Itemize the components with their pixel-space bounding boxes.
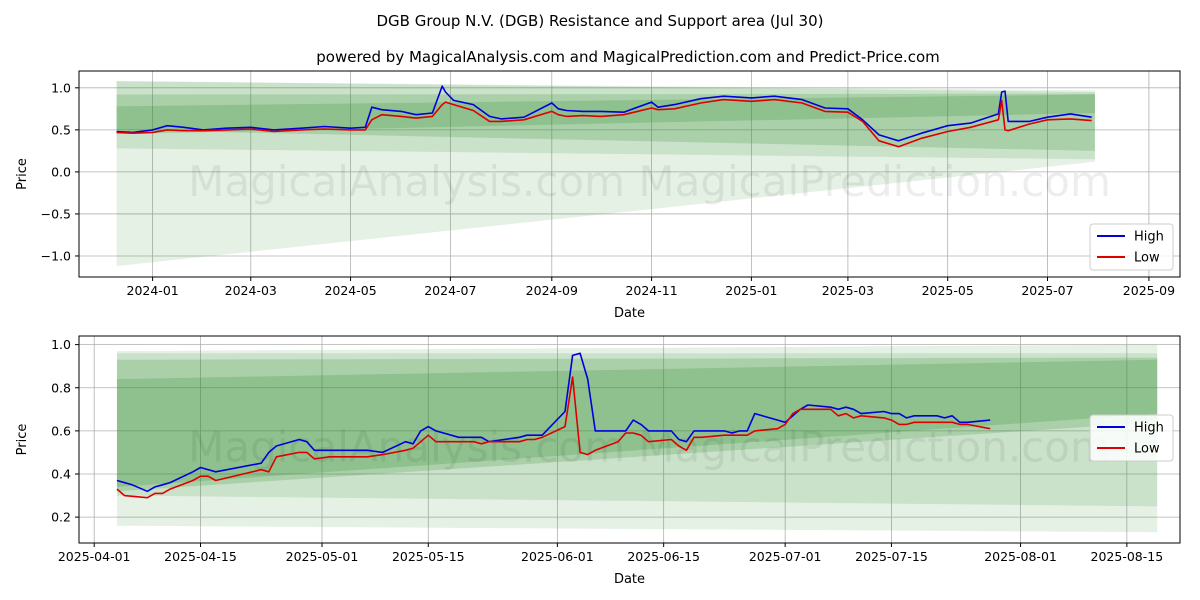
top-chart-panel: MagicalAnalysis.com MagicalPrediction.co… — [15, 70, 1181, 321]
series-line-high — [116, 352, 991, 493]
x-tick-label: 2025-04-15 — [164, 549, 237, 564]
chart-subtitle: powered by MagicalAnalysis.com and Magic… — [316, 48, 940, 66]
support-resistance-band — [116, 344, 1158, 533]
x-tick-label: 2025-05 — [922, 283, 974, 298]
x-tick-label: 2025-01 — [725, 283, 777, 298]
y-tick-label: 1.0 — [51, 337, 71, 352]
x-tick-label: 2025-05-15 — [392, 549, 465, 564]
x-tick-label: 2024-09 — [526, 283, 578, 298]
legend-label-high: High — [1134, 230, 1164, 245]
x-tick-label: 2025-08-01 — [984, 549, 1057, 564]
legend-label-low: Low — [1134, 251, 1160, 266]
x-tick-label: 2024-07 — [424, 283, 476, 298]
x-tick-label: 2024-03 — [225, 283, 277, 298]
chart-title: DGB Group N.V. (DGB) Resistance and Supp… — [377, 12, 824, 30]
support-resistance-band — [116, 357, 1158, 492]
y-axis-label: Price — [15, 158, 30, 190]
y-axis-label: Price — [15, 424, 30, 456]
legend-label-high: High — [1134, 421, 1164, 436]
support-resistance-band — [116, 81, 1095, 160]
x-tick-label: 2024-05 — [324, 283, 376, 298]
x-tick-label: 2025-07 — [1021, 283, 1073, 298]
x-tick-label: 2025-09 — [1123, 283, 1175, 298]
series-line-low — [116, 98, 1092, 148]
y-tick-label: 0.0 — [51, 164, 71, 179]
watermark: MagicalAnalysis.com MagicalPrediction.co… — [188, 157, 1111, 206]
x-tick-label: 2025-07-01 — [749, 549, 822, 564]
y-tick-label: 0.5 — [51, 122, 71, 137]
x-tick-label: 2025-05-01 — [286, 549, 359, 564]
axes-frame — [78, 70, 1181, 278]
y-tick-label: 0.2 — [51, 510, 71, 525]
legend: High Low — [1089, 223, 1174, 271]
support-resistance-band — [116, 353, 1158, 507]
axes-frame — [78, 335, 1181, 544]
watermark: MagicalAnalysis.com MagicalPrediction.co… — [188, 423, 1111, 472]
x-tick-label: 2025-07-15 — [855, 549, 928, 564]
support-resistance-band — [116, 93, 1095, 151]
legend: High Low — [1089, 414, 1174, 462]
series-line-low — [116, 376, 991, 499]
series-line-high — [116, 85, 1092, 142]
x-tick-label: 2025-03 — [822, 283, 874, 298]
x-axis-label: Date — [614, 572, 645, 587]
y-tick-label: −0.5 — [41, 206, 71, 221]
x-tick-label: 2025-06-01 — [521, 549, 594, 564]
x-tick-label: 2025-04-01 — [58, 549, 131, 564]
y-tick-label: 0.6 — [51, 423, 71, 438]
y-tick-label: 1.0 — [51, 80, 71, 95]
y-tick-label: 0.4 — [51, 467, 71, 482]
x-tick-label: 2025-06-15 — [627, 549, 700, 564]
y-tick-label: 0.8 — [51, 380, 71, 395]
x-axis-label: Date — [614, 306, 645, 321]
legend-label-low: Low — [1134, 442, 1160, 457]
y-tick-label: −1.0 — [41, 248, 71, 263]
x-tick-label: 2024-01 — [127, 283, 179, 298]
x-tick-label: 2025-08-15 — [1091, 549, 1164, 564]
bottom-chart-panel: MagicalAnalysis.com MagicalPrediction.co… — [15, 335, 1181, 587]
support-resistance-band — [116, 94, 1095, 135]
x-tick-label: 2024-11 — [625, 283, 677, 298]
